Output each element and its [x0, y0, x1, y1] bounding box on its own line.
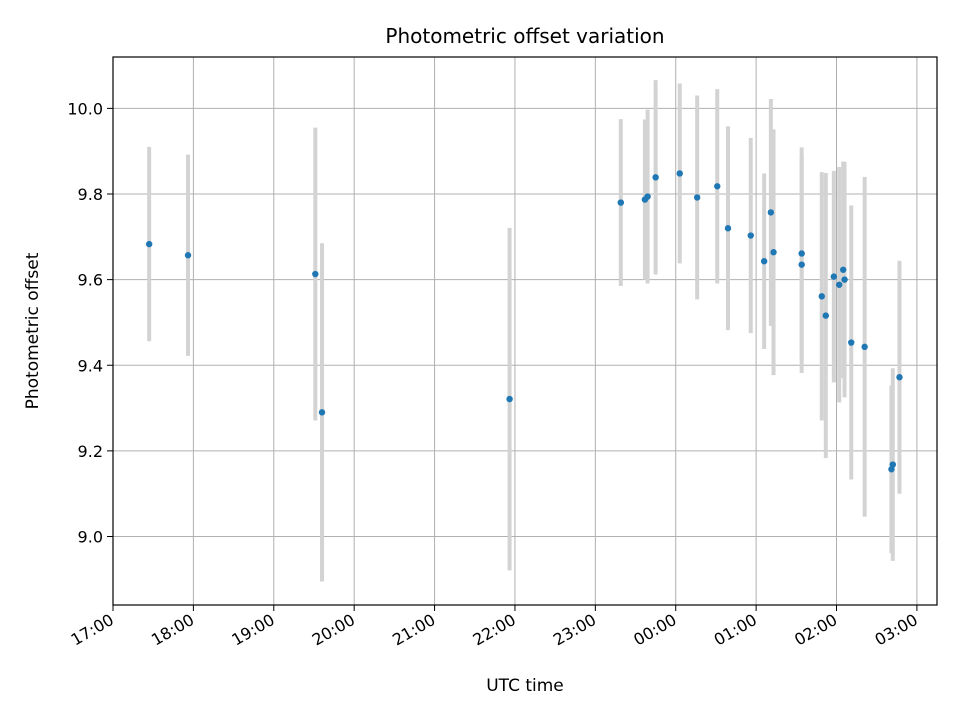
data-point — [747, 232, 754, 239]
data-point — [840, 266, 847, 273]
data-point — [714, 183, 721, 190]
chart-title: Photometric offset variation — [385, 24, 664, 48]
data-point — [848, 339, 855, 346]
y-axis-label: Photometric offset — [23, 252, 43, 409]
data-point — [184, 252, 192, 259]
point-layer — [145, 170, 903, 473]
data-point — [818, 293, 825, 300]
y-tick-label: 9.2 — [78, 442, 103, 461]
data-point — [798, 261, 805, 268]
data-point — [861, 343, 868, 351]
y-tick-label: 9.8 — [78, 185, 103, 204]
data-point — [822, 312, 829, 319]
x-axis-label: UTC time — [486, 676, 564, 696]
data-point — [318, 409, 326, 416]
data-point — [770, 249, 777, 256]
data-point — [312, 270, 319, 278]
y-tick-label: 9.0 — [78, 528, 103, 547]
data-point — [798, 250, 805, 257]
data-point — [617, 199, 624, 206]
plot-frame — [112, 56, 938, 606]
data-point — [835, 281, 843, 288]
y-axis-ticks: 9.0 9.2 9.4 9.6 9.8 10.0 — [67, 99, 113, 547]
y-tick-label: 9.4 — [78, 356, 103, 375]
data-point — [676, 170, 683, 177]
grid-layer — [112, 57, 937, 605]
data-point — [724, 225, 732, 232]
y-tick-label: 9.6 — [78, 271, 103, 290]
data-point — [896, 374, 903, 381]
data-point — [760, 258, 768, 265]
data-point — [145, 240, 153, 248]
y-tick-label: 10.0 — [67, 99, 103, 118]
data-point — [767, 209, 775, 216]
data-point — [889, 461, 896, 468]
data-point — [693, 194, 701, 201]
data-point — [644, 193, 651, 200]
data-point — [830, 273, 838, 280]
data-point — [841, 276, 848, 283]
data-point — [506, 395, 513, 403]
data-point — [652, 174, 659, 181]
